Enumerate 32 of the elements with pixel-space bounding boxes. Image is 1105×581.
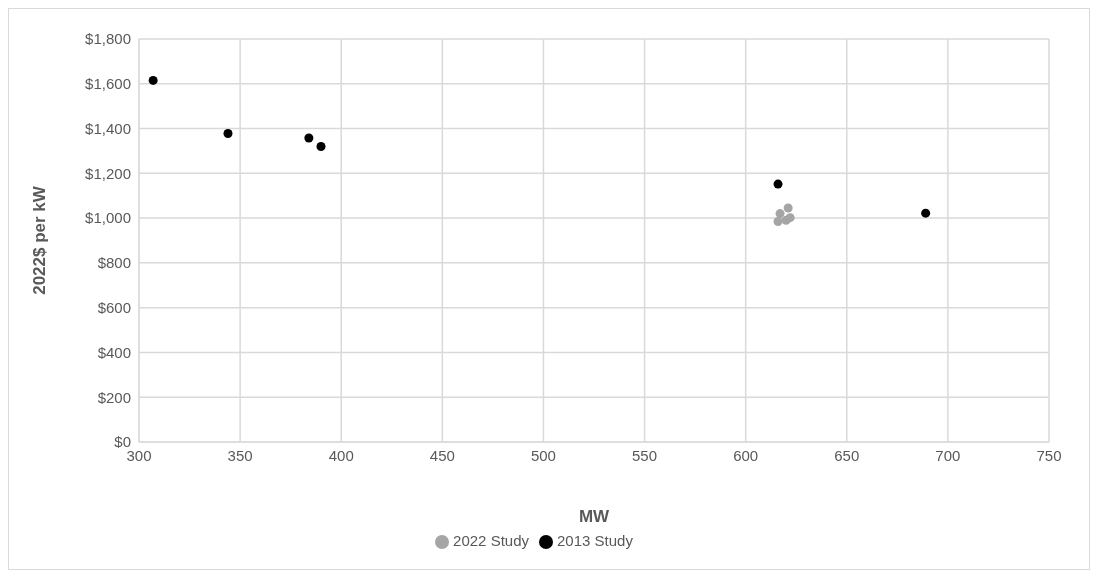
point xyxy=(773,179,783,189)
y-tick-label: $800 xyxy=(97,254,131,272)
legend-label: 2022 Study xyxy=(453,531,529,549)
x-tick-label: 650 xyxy=(834,446,860,464)
x-tick-label: 550 xyxy=(632,446,658,464)
y-tick-label: $1,200 xyxy=(85,164,131,182)
point xyxy=(223,128,233,138)
x-tick-label: 750 xyxy=(1036,446,1062,464)
legend-label: 2013 Study xyxy=(557,531,633,549)
y-tick-label: $1,800 xyxy=(85,30,131,48)
x-axis-title: MW xyxy=(578,506,611,526)
y-tick-label: $200 xyxy=(97,388,131,406)
point xyxy=(783,203,793,213)
x-tick-label: 450 xyxy=(429,446,455,464)
point xyxy=(773,216,783,226)
point xyxy=(148,75,158,85)
y-tick-label: $1,000 xyxy=(85,209,131,227)
x-tick-label: 700 xyxy=(935,446,961,464)
y-tick-label: $400 xyxy=(97,343,131,361)
y-axis-title: 2022$ per kW xyxy=(30,185,50,295)
point xyxy=(775,209,785,219)
y-tick-label: $600 xyxy=(97,298,131,316)
x-tick-label: 350 xyxy=(227,446,253,464)
point xyxy=(316,141,326,151)
x-tick-label: 600 xyxy=(733,446,759,464)
point xyxy=(921,208,931,218)
x-tick-label: 400 xyxy=(328,446,354,464)
point xyxy=(304,133,314,143)
x-tick-label: 500 xyxy=(530,446,556,464)
y-tick-label: $1,600 xyxy=(85,75,131,93)
point xyxy=(785,213,795,223)
y-tick-label: $1,400 xyxy=(85,119,131,137)
